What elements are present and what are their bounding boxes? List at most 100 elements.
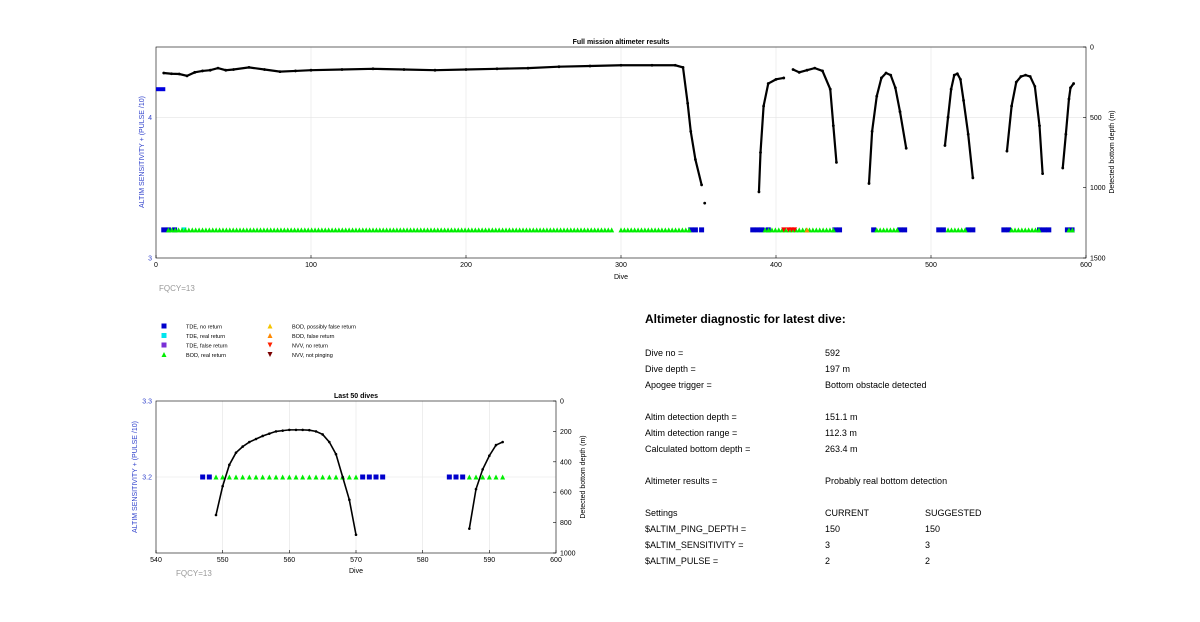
depth-point — [828, 87, 832, 91]
marker-point — [254, 227, 260, 233]
marker-point — [227, 227, 233, 233]
marker-point — [827, 227, 833, 233]
marker-point — [517, 227, 523, 233]
y-right-tick-label: 1500 — [1090, 256, 1106, 263]
depth-point — [673, 63, 677, 67]
depth-point — [759, 151, 762, 154]
marker-point — [172, 227, 178, 233]
x-tick-label: 550 — [217, 557, 229, 564]
x-tick-label: 200 — [460, 262, 472, 269]
marker-point — [810, 227, 816, 233]
calculated-depth-value: 263.4 m — [825, 444, 858, 454]
marker-point — [350, 227, 356, 233]
depth-point — [694, 158, 697, 161]
marker-point — [496, 227, 502, 233]
marker-point — [952, 227, 958, 233]
marker-point — [500, 227, 506, 233]
legend-marker — [161, 342, 167, 348]
marker-point — [659, 227, 665, 233]
marker-point — [804, 227, 810, 233]
y-axis-left-label: ALTIM SENSITIVITY + (PULSE /10) — [132, 421, 139, 533]
y-left-tick-label: 4 — [148, 115, 152, 122]
depth-point — [495, 67, 499, 71]
marker-point — [669, 227, 675, 233]
marker-point — [233, 474, 239, 480]
marker-point — [581, 227, 587, 233]
marker-point — [513, 227, 519, 233]
depth-point — [488, 454, 491, 458]
marker-point — [813, 227, 819, 233]
marker-point — [329, 227, 335, 233]
depth-line — [468, 441, 503, 529]
depth-point — [946, 115, 950, 119]
calculated-depth-label: Calculated bottom depth = — [645, 444, 751, 454]
depth-point — [782, 76, 786, 80]
depth-point — [1024, 73, 1027, 77]
marker-point — [200, 227, 205, 233]
marker-point — [260, 474, 266, 480]
marker-point — [1036, 227, 1042, 233]
marker-point — [1064, 227, 1070, 233]
marker-point — [217, 227, 223, 233]
depth-point — [835, 160, 838, 164]
depth-point — [354, 533, 358, 537]
marker-point — [466, 474, 472, 480]
marker-point — [453, 474, 459, 480]
marker-point — [366, 474, 372, 480]
marker-point — [418, 227, 424, 233]
detection-depth-label: Altim detection depth = — [645, 412, 737, 422]
marker-point — [837, 227, 843, 233]
depth-point — [464, 68, 468, 71]
marker-point — [411, 227, 417, 233]
marker-point — [309, 227, 315, 233]
depth-line — [867, 71, 908, 184]
marker-point — [452, 227, 458, 233]
marker-point — [220, 227, 226, 233]
marker-point — [332, 227, 338, 233]
marker-point — [285, 227, 291, 233]
marker-point — [642, 227, 648, 233]
marker-point — [292, 227, 298, 233]
depth-point — [193, 70, 197, 74]
marker-point — [261, 227, 267, 233]
depth-point — [221, 484, 224, 488]
marker-point — [373, 227, 379, 233]
x-tick-label: 570 — [350, 557, 362, 564]
setting-current: 2 — [825, 556, 831, 566]
apogee-value: Bottom obstacle detected — [825, 380, 927, 390]
legend-label: NVV, not pinging — [292, 353, 333, 359]
marker-point — [322, 227, 328, 233]
x-axis-label: Dive — [614, 274, 628, 281]
marker-point — [632, 227, 638, 233]
marker-point — [598, 227, 604, 233]
depth-point — [341, 475, 344, 479]
marker-point — [965, 227, 971, 233]
depth-point — [952, 73, 956, 77]
marker-point — [425, 227, 431, 233]
marker-point — [547, 227, 553, 233]
depth-point — [1038, 124, 1041, 128]
marker-point — [1009, 227, 1015, 233]
marker-point — [213, 474, 219, 480]
depth-point — [224, 68, 228, 72]
marker-point — [353, 227, 359, 233]
x-tick-label: 590 — [483, 557, 495, 564]
marker-point — [161, 227, 167, 233]
setting-suggested: 150 — [925, 524, 941, 534]
marker-point — [483, 227, 489, 233]
marker-point — [568, 227, 574, 233]
marker-point — [666, 227, 672, 233]
marker-point — [585, 227, 591, 233]
marker-point — [891, 227, 897, 233]
marker-point — [182, 227, 188, 233]
depth-point — [185, 74, 189, 78]
full-mission-chart: Full mission altimeter results 0 100 200 30… — [139, 39, 1116, 293]
marker-point — [1069, 227, 1075, 233]
marker-point — [571, 227, 577, 233]
marker-point — [271, 227, 277, 233]
marker-point — [472, 227, 478, 233]
marker-point — [346, 227, 352, 233]
marker-point — [881, 227, 887, 233]
marker-point — [936, 227, 942, 233]
marker-point — [595, 227, 601, 233]
